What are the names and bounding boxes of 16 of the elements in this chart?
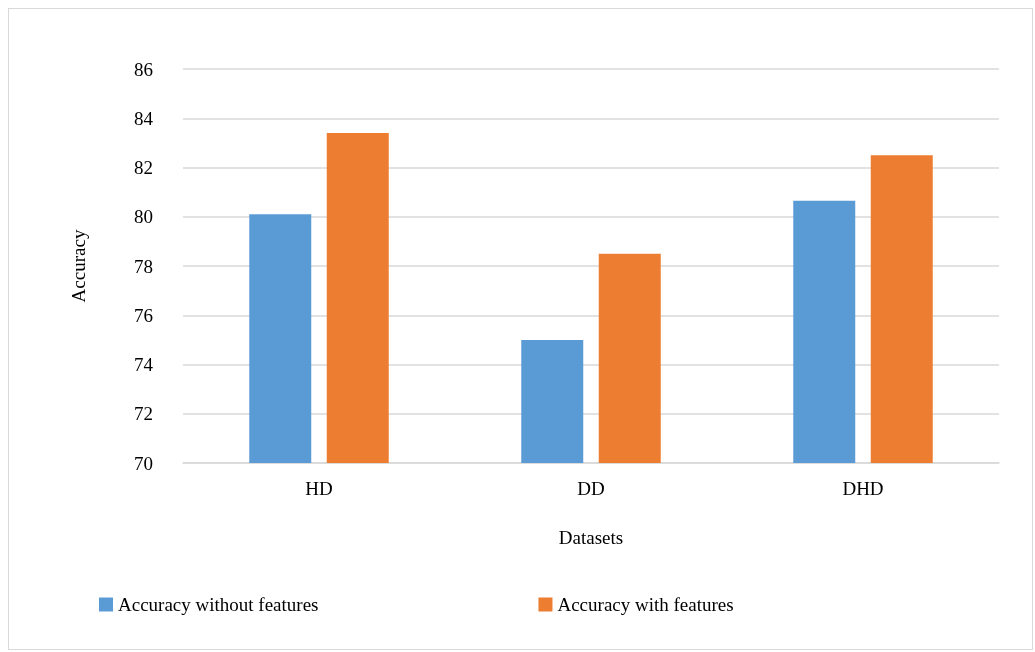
y-axis-title: Accuracy bbox=[68, 229, 89, 303]
y-tick-label: 70 bbox=[134, 452, 153, 474]
x-axis-title: Datasets bbox=[558, 527, 624, 548]
y-tick-label: 84 bbox=[134, 107, 154, 129]
y-tick-label: 74 bbox=[134, 354, 154, 375]
x-tick-label: HD bbox=[305, 478, 333, 499]
y-tick-label: 72 bbox=[134, 403, 153, 425]
legend-label: Accuracy with features bbox=[557, 594, 734, 615]
x-tick-label: DD bbox=[577, 478, 605, 499]
y-tick-label: 78 bbox=[134, 255, 153, 277]
x-tick-label: DHD bbox=[842, 478, 884, 499]
y-tick-label: 76 bbox=[134, 304, 153, 326]
legend-label: Accuracy without features bbox=[118, 594, 319, 615]
y-tick-label: 86 bbox=[134, 58, 153, 80]
y-tick-label: 82 bbox=[134, 157, 153, 178]
y-tick-label: 80 bbox=[134, 206, 153, 228]
